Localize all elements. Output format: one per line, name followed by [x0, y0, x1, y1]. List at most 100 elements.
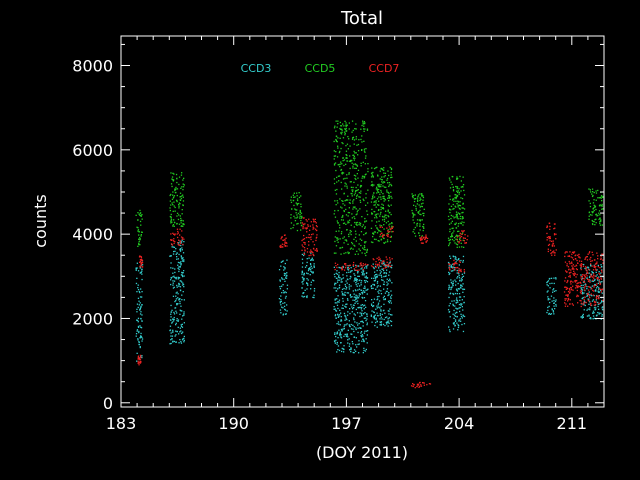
data-point: [566, 288, 568, 290]
data-point: [345, 125, 347, 127]
data-point: [412, 215, 415, 217]
data-point: [181, 294, 183, 296]
data-point: [333, 155, 335, 157]
data-point: [591, 288, 593, 290]
data-point: [172, 253, 175, 255]
data-point: [137, 317, 140, 319]
data-point: [452, 189, 455, 191]
data-point: [600, 264, 602, 266]
data-point: [458, 235, 460, 237]
data-point: [315, 222, 317, 224]
data-point: [390, 174, 392, 176]
data-point: [451, 235, 454, 238]
data-point: [547, 299, 549, 301]
data-point: [454, 261, 456, 264]
data-point: [564, 286, 566, 288]
data-point: [356, 211, 358, 213]
data-point: [356, 250, 358, 252]
data-point: [458, 271, 460, 274]
data-point: [347, 339, 349, 341]
data-point: [387, 204, 389, 206]
data-point: [412, 216, 414, 218]
data-point: [373, 275, 376, 277]
data-point: [303, 241, 305, 244]
data-point: [302, 226, 304, 228]
data-point: [361, 267, 363, 269]
data-point: [339, 121, 341, 124]
data-point: [554, 252, 556, 254]
data-point: [591, 295, 593, 297]
data-point: [333, 306, 335, 308]
data-point: [174, 222, 176, 224]
data-point: [180, 196, 182, 198]
data-point: [349, 271, 352, 273]
data-point: [138, 240, 140, 243]
data-point: [140, 271, 142, 274]
data-point: [137, 325, 140, 328]
data-point: [172, 276, 174, 278]
data-point: [306, 231, 308, 233]
data-point: [413, 200, 416, 203]
data-point: [355, 337, 357, 339]
data-point: [387, 325, 389, 327]
data-point: [362, 224, 364, 226]
data-point: [579, 291, 582, 293]
data-point: [592, 299, 595, 301]
data-point: [350, 233, 352, 236]
data-point: [139, 296, 142, 298]
data-point: [139, 267, 141, 269]
data-point: [183, 322, 185, 324]
data-point: [363, 274, 365, 276]
data-point: [597, 282, 599, 284]
data-point: [342, 160, 344, 162]
data-point: [346, 157, 348, 159]
data-point: [346, 333, 348, 336]
legend: CCD3 CCD5 CCD7: [241, 62, 400, 75]
data-point: [346, 143, 349, 145]
data-point: [461, 221, 463, 223]
data-point: [361, 293, 364, 295]
data-point: [340, 125, 342, 127]
data-point: [376, 299, 378, 301]
data-point: [390, 195, 392, 198]
data-point: [390, 236, 392, 238]
data-point: [586, 269, 588, 271]
data-point: [363, 177, 365, 179]
data-point: [366, 318, 368, 320]
data-point: [173, 196, 175, 198]
data-point: [301, 281, 303, 283]
data-point: [333, 127, 336, 129]
data-point: [341, 269, 343, 271]
data-point: [588, 315, 590, 317]
data-point: [290, 196, 292, 198]
data-point: [339, 150, 341, 153]
data-point: [282, 239, 285, 241]
data-point: [316, 250, 318, 252]
data-point: [419, 385, 421, 387]
data-point: [551, 252, 553, 254]
data-point: [385, 256, 387, 258]
data-point: [139, 358, 141, 361]
data-point: [301, 271, 303, 273]
data-point: [137, 362, 139, 364]
data-point: [343, 345, 345, 347]
data-point: [596, 274, 598, 276]
data-point: [173, 205, 175, 207]
data-point: [594, 266, 596, 268]
data-point: [463, 221, 465, 224]
data-point: [335, 130, 337, 132]
data-point: [351, 306, 353, 308]
data-point: [299, 209, 301, 212]
data-point: [341, 350, 343, 353]
data-point: [353, 199, 355, 201]
data-point: [336, 298, 338, 300]
data-point: [181, 310, 183, 312]
data-point: [373, 266, 375, 269]
data-point: [335, 230, 337, 232]
data-point: [176, 284, 178, 287]
data-point: [458, 188, 460, 190]
data-point: [136, 360, 138, 362]
data-point: [365, 155, 367, 157]
data-point: [426, 240, 428, 242]
data-point: [376, 221, 378, 223]
